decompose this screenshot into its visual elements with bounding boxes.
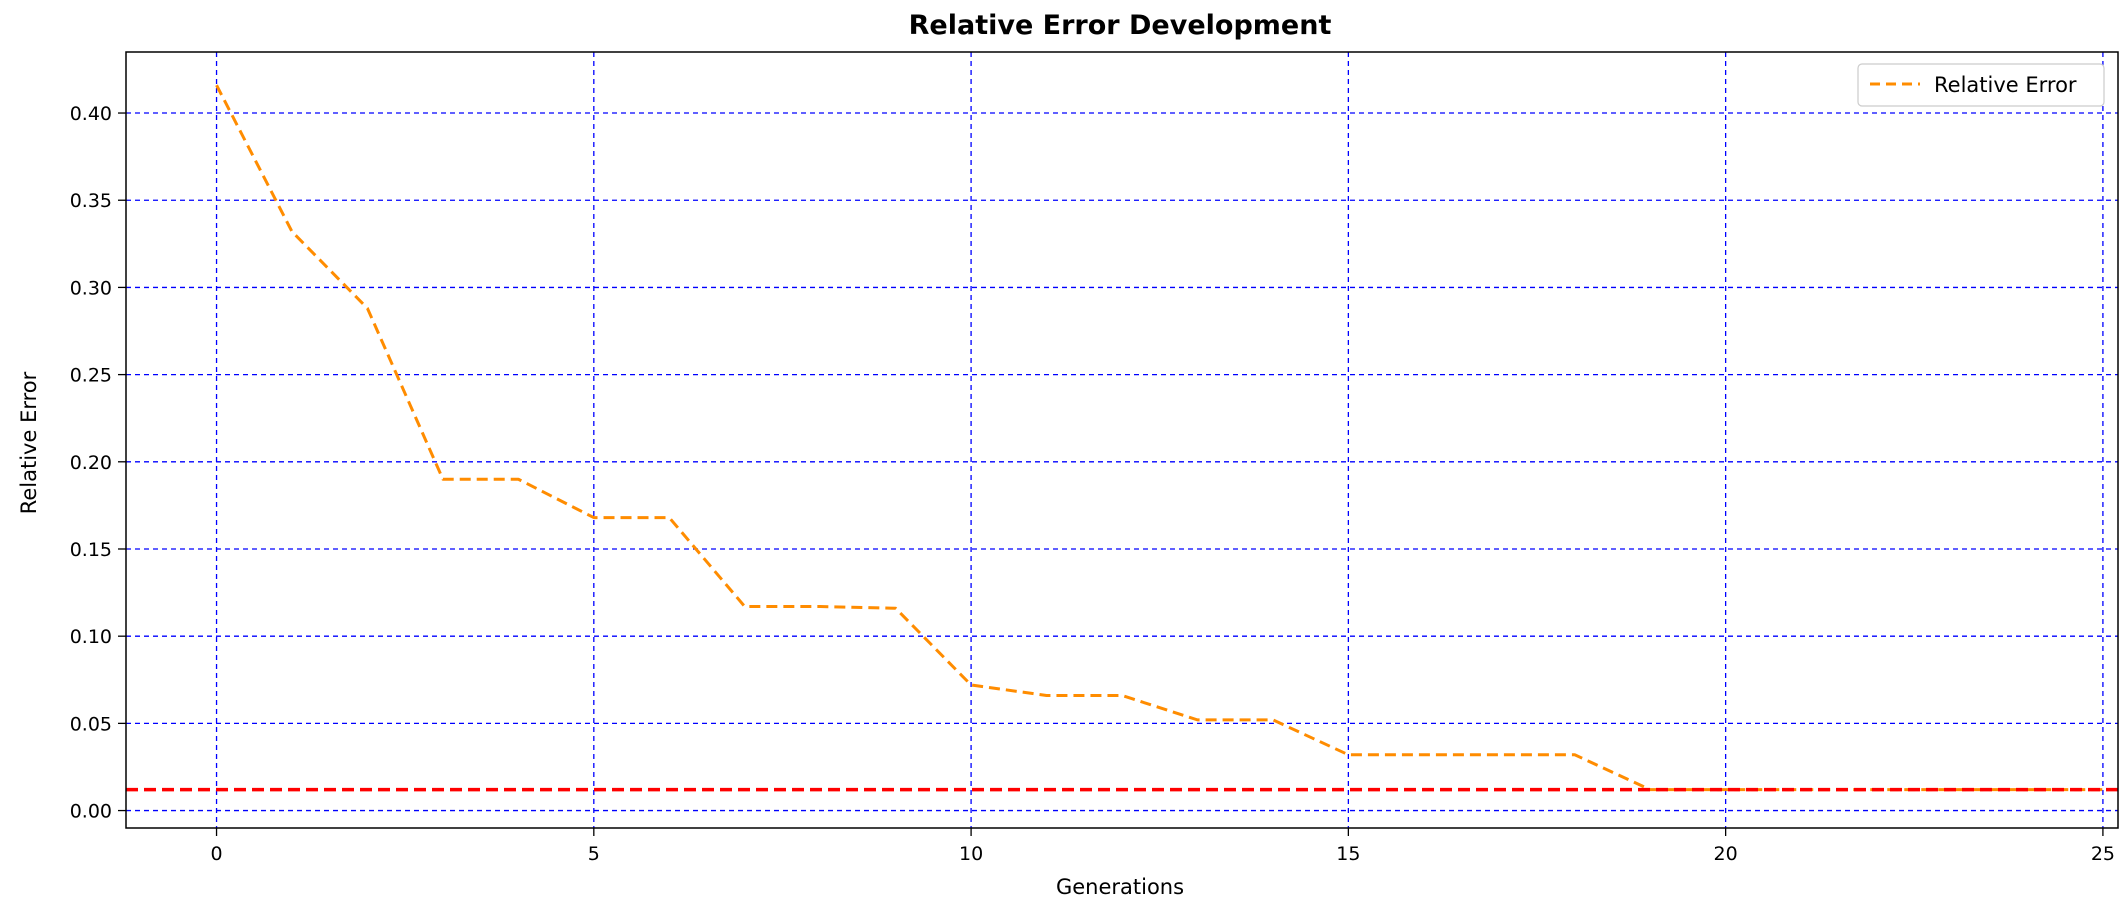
data-point bbox=[894, 607, 897, 610]
y-tick-label: 0.30 bbox=[70, 277, 112, 299]
y-axis-label: Relative Error bbox=[17, 371, 41, 514]
data-point bbox=[441, 478, 444, 481]
legend: Relative Error bbox=[1857, 63, 2105, 107]
data-point bbox=[1347, 753, 1350, 756]
data-point bbox=[592, 516, 595, 519]
x-tick-label: 10 bbox=[959, 843, 983, 865]
x-axis-label: Generations bbox=[1056, 875, 1184, 899]
x-tick-label: 0 bbox=[210, 843, 222, 865]
data-point bbox=[1422, 753, 1425, 756]
legend-box bbox=[1857, 63, 2105, 107]
plot-frame bbox=[125, 51, 2119, 829]
data-point bbox=[291, 230, 294, 233]
data-point bbox=[1271, 718, 1274, 721]
data-point bbox=[1724, 788, 1727, 791]
data-point bbox=[366, 307, 369, 310]
y-tick-label: 0.10 bbox=[70, 626, 112, 648]
data-point bbox=[1573, 753, 1576, 756]
data-point bbox=[1045, 694, 1048, 697]
x-tick-label: 20 bbox=[1714, 843, 1738, 865]
x-tick-label: 5 bbox=[588, 843, 600, 865]
y-tick-label: 0.05 bbox=[70, 713, 112, 735]
x-tick-label: 15 bbox=[1336, 843, 1360, 865]
legend-label-relative-error: Relative Error bbox=[1934, 73, 2077, 97]
x-tick-label: 25 bbox=[2091, 843, 2115, 865]
y-tick-label: 0.25 bbox=[70, 365, 112, 387]
y-tick-label: 0.40 bbox=[70, 103, 112, 125]
data-point bbox=[2101, 788, 2104, 791]
data-point bbox=[215, 84, 218, 87]
y-tick-label: 0.15 bbox=[70, 539, 112, 561]
data-point bbox=[743, 605, 746, 608]
y-tick-label: 0.35 bbox=[70, 190, 112, 212]
y-tick-label: 0.00 bbox=[70, 801, 112, 823]
data-point bbox=[1121, 694, 1124, 697]
grid-lines bbox=[126, 52, 2118, 828]
chart-title: Relative Error Development bbox=[909, 10, 1332, 41]
y-axis-ticks: 0.00 0.05 0.10 0.15 0.20 0.25 0.30 0.35 0.40 bbox=[70, 103, 126, 823]
x-axis-ticks: 0 5 10 15 20 25 bbox=[210, 828, 2115, 865]
data-point bbox=[1498, 753, 1501, 756]
data-point bbox=[668, 516, 671, 519]
data-point bbox=[1196, 718, 1199, 721]
y-tick-label: 0.20 bbox=[70, 452, 112, 474]
data-point bbox=[517, 478, 520, 481]
data-point bbox=[819, 605, 822, 608]
data-point bbox=[970, 684, 973, 687]
